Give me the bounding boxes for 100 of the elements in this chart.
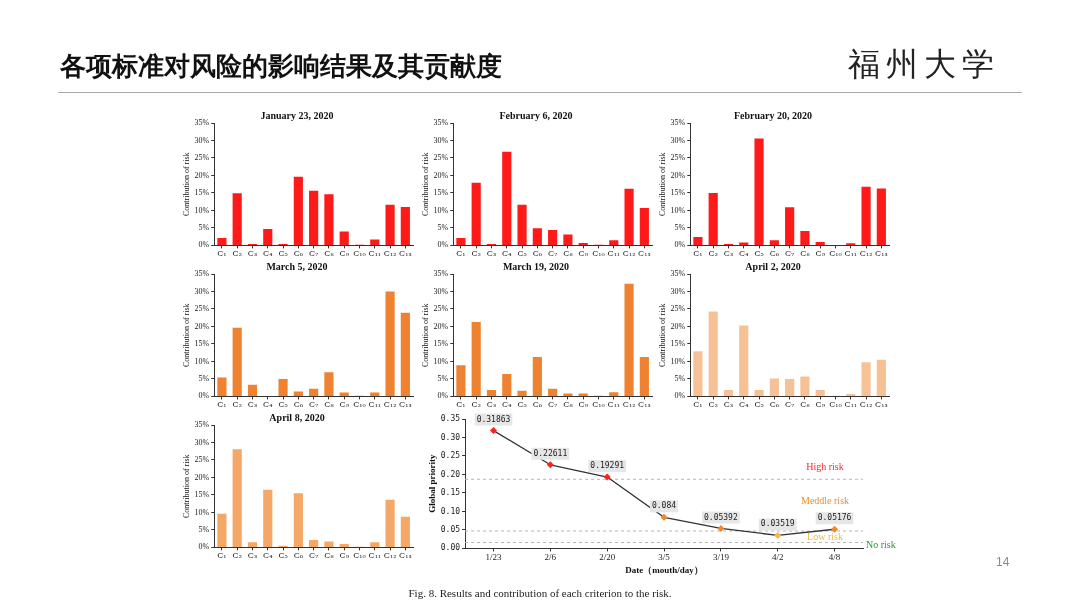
x-tick-label: C₁₂ [383, 249, 397, 259]
bar [723, 390, 734, 396]
data-label: 0.22611 [533, 448, 568, 458]
x-tick-label: C₁₃ [638, 249, 651, 259]
bar [309, 540, 319, 547]
bar [548, 388, 558, 396]
x-tick-label: C₁₀ [592, 249, 605, 259]
y-tick-label: 5% [198, 374, 210, 384]
x-tick-label: C₂ [232, 551, 242, 561]
bar [502, 374, 512, 396]
x-tick-label: C₉ [815, 400, 826, 410]
y-axis-title: Global priority [426, 454, 437, 513]
y-tick-label: 25% [433, 304, 449, 314]
bar [609, 240, 619, 245]
bar [309, 190, 319, 245]
x-tick-label: C₂ [708, 249, 718, 259]
x-tick-label: C₃ [247, 400, 258, 410]
data-label: 0.05392 [704, 512, 738, 522]
bar [861, 186, 871, 245]
y-tick-label: 10% [433, 205, 449, 215]
x-tick-label: C₅ [517, 249, 527, 259]
y-tick-label: 0.10 [440, 506, 461, 516]
x-tick-label: C₁ [217, 400, 227, 410]
annotation: Meddle risk [800, 495, 850, 507]
bar [708, 311, 718, 396]
bar [293, 493, 303, 547]
bar [563, 234, 573, 245]
x-tick-label: C₃ [723, 249, 734, 259]
y-tick-label: 35% [670, 118, 686, 128]
y-tick-label: 20% [433, 321, 449, 331]
bar [293, 391, 303, 396]
bar [532, 356, 542, 396]
y-axis-title: Contribution of risk [181, 303, 191, 367]
bar [263, 228, 273, 245]
y-tick-label: 5% [674, 223, 686, 233]
bar [815, 241, 825, 245]
x-tick-label: C₁₂ [383, 551, 397, 561]
y-tick-label: 5% [198, 525, 210, 535]
y-tick-label: 15% [194, 490, 210, 500]
x-tick-label: C₁ [693, 249, 703, 259]
y-tick-label: 30% [194, 135, 210, 145]
point [546, 461, 554, 469]
data-label: 0.084 [651, 501, 677, 511]
x-tick-label: 2/20 [599, 552, 616, 563]
caption: Fig. 8. Results and contribution of each criterion to the risk. [407, 587, 673, 600]
x-tick-label: C₈ [563, 400, 573, 410]
x-tick-label: C₃ [486, 400, 497, 410]
bar [548, 230, 558, 245]
bar [385, 291, 395, 396]
bar [876, 188, 886, 245]
bar [639, 207, 649, 245]
bar [370, 542, 380, 547]
x-tick-label: C₆ [293, 249, 304, 259]
bar [339, 543, 349, 547]
bar [624, 188, 634, 245]
bar [769, 240, 779, 245]
y-tick-label: 0% [198, 542, 210, 552]
x-tick-label: C₉ [339, 249, 350, 259]
x-tick-label: C₆ [532, 400, 543, 410]
bar [563, 393, 573, 396]
bar [370, 239, 380, 245]
bar [486, 390, 497, 396]
y-tick-label: 15% [433, 188, 449, 198]
x-tick-label: C₂ [471, 249, 481, 259]
point [489, 427, 497, 435]
x-tick-label: C₁ [456, 249, 466, 259]
bar [532, 228, 542, 245]
x-tick-label: C₄ [263, 551, 273, 561]
bar [232, 327, 242, 396]
bar [456, 238, 466, 245]
y-tick-label: 10% [194, 356, 210, 366]
x-tick-label: C₅ [278, 551, 288, 561]
y-tick-label: 10% [194, 507, 210, 517]
y-tick-label: 10% [670, 205, 686, 215]
bar [385, 204, 395, 245]
x-tick-label: C₄ [502, 400, 512, 410]
y-tick-label: 15% [670, 339, 686, 349]
x-tick-label: C₁₀ [829, 249, 842, 259]
bar [693, 351, 703, 396]
y-tick-label: 35% [194, 269, 210, 279]
bar [400, 206, 410, 245]
bar [309, 388, 319, 396]
x-tick-label: C₃ [247, 551, 258, 561]
bar [400, 516, 410, 547]
point [660, 513, 668, 521]
bar [876, 359, 886, 396]
y-tick-label: 20% [194, 472, 210, 482]
bar [217, 238, 227, 245]
y-tick-label: 20% [670, 170, 686, 180]
bar [217, 377, 227, 396]
x-tick-label: C₁₀ [829, 400, 842, 410]
data-label: 0.05176 [817, 513, 852, 523]
bar [232, 193, 242, 245]
x-tick-label: C₉ [578, 400, 589, 410]
x-tick-label: 1/23 [485, 552, 502, 563]
x-tick-label: C₁₁ [368, 400, 382, 410]
point [831, 525, 839, 533]
bar [609, 392, 619, 396]
bar [739, 325, 749, 396]
y-tick-label: 30% [194, 286, 210, 296]
